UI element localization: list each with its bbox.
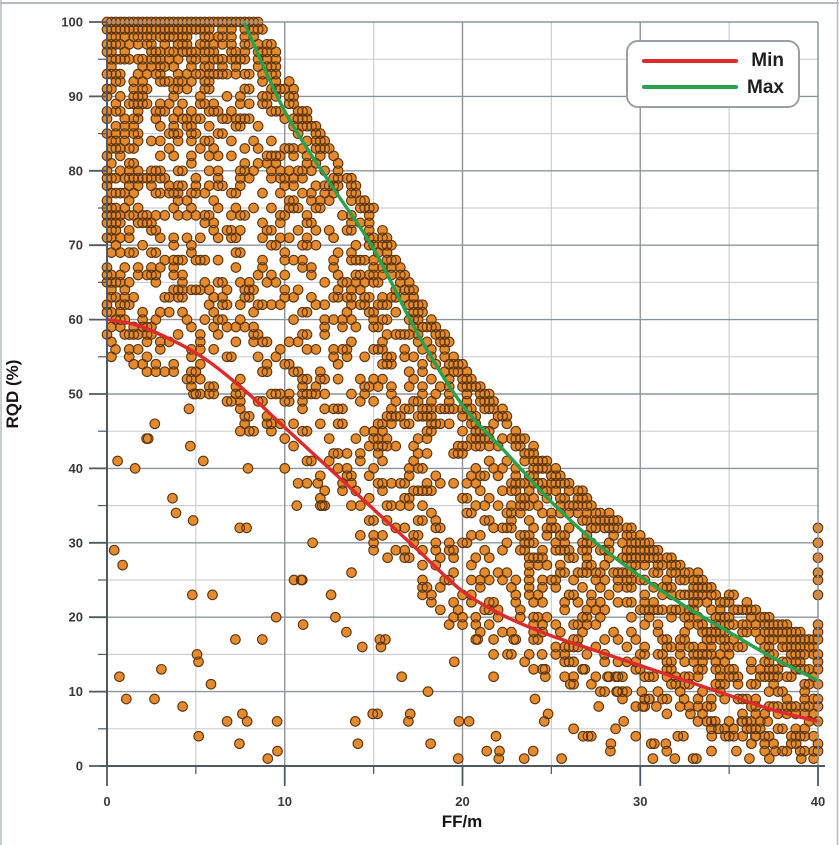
legend-max-line-swatch	[642, 85, 738, 90]
x-axis-title: FF/m	[441, 812, 483, 831]
y-tick-label: 80	[69, 163, 83, 178]
y-tick-label: 60	[69, 312, 83, 327]
y-tick-label: 20	[69, 610, 83, 625]
x-tick-label: 40	[811, 794, 825, 809]
y-tick-label: 30	[69, 535, 83, 550]
curve-min	[105, 317, 820, 724]
legend-max-label: Max	[747, 76, 784, 98]
legend-item-max: Max	[642, 78, 784, 97]
y-tick-label: 10	[69, 684, 83, 699]
tick-labels: 0 10 20 30 40 0 10 20 30 40 50 60 70 80 90 100	[61, 15, 825, 810]
legend-min-label: Min	[751, 50, 784, 72]
curve-max	[242, 20, 820, 683]
x-tick-label: 10	[278, 794, 292, 809]
chart-legend: Min Max	[626, 40, 800, 108]
y-tick-label: 50	[69, 387, 83, 402]
y-tick-label: 0	[76, 759, 83, 774]
y-tick-label: 90	[69, 89, 83, 104]
tick-marks	[89, 21, 819, 786]
y-axis-title: RQD (%)	[3, 359, 22, 429]
legend-item-min: Min	[642, 51, 784, 70]
y-tick-label: 100	[61, 15, 83, 30]
y-tick-label: 40	[69, 461, 83, 476]
x-tick-label: 30	[633, 794, 647, 809]
x-tick-label: 20	[455, 794, 469, 809]
y-tick-label: 70	[69, 238, 83, 253]
x-tick-label: 0	[103, 794, 110, 809]
envelope-curves	[105, 20, 820, 724]
legend-min-line-swatch	[642, 58, 738, 63]
